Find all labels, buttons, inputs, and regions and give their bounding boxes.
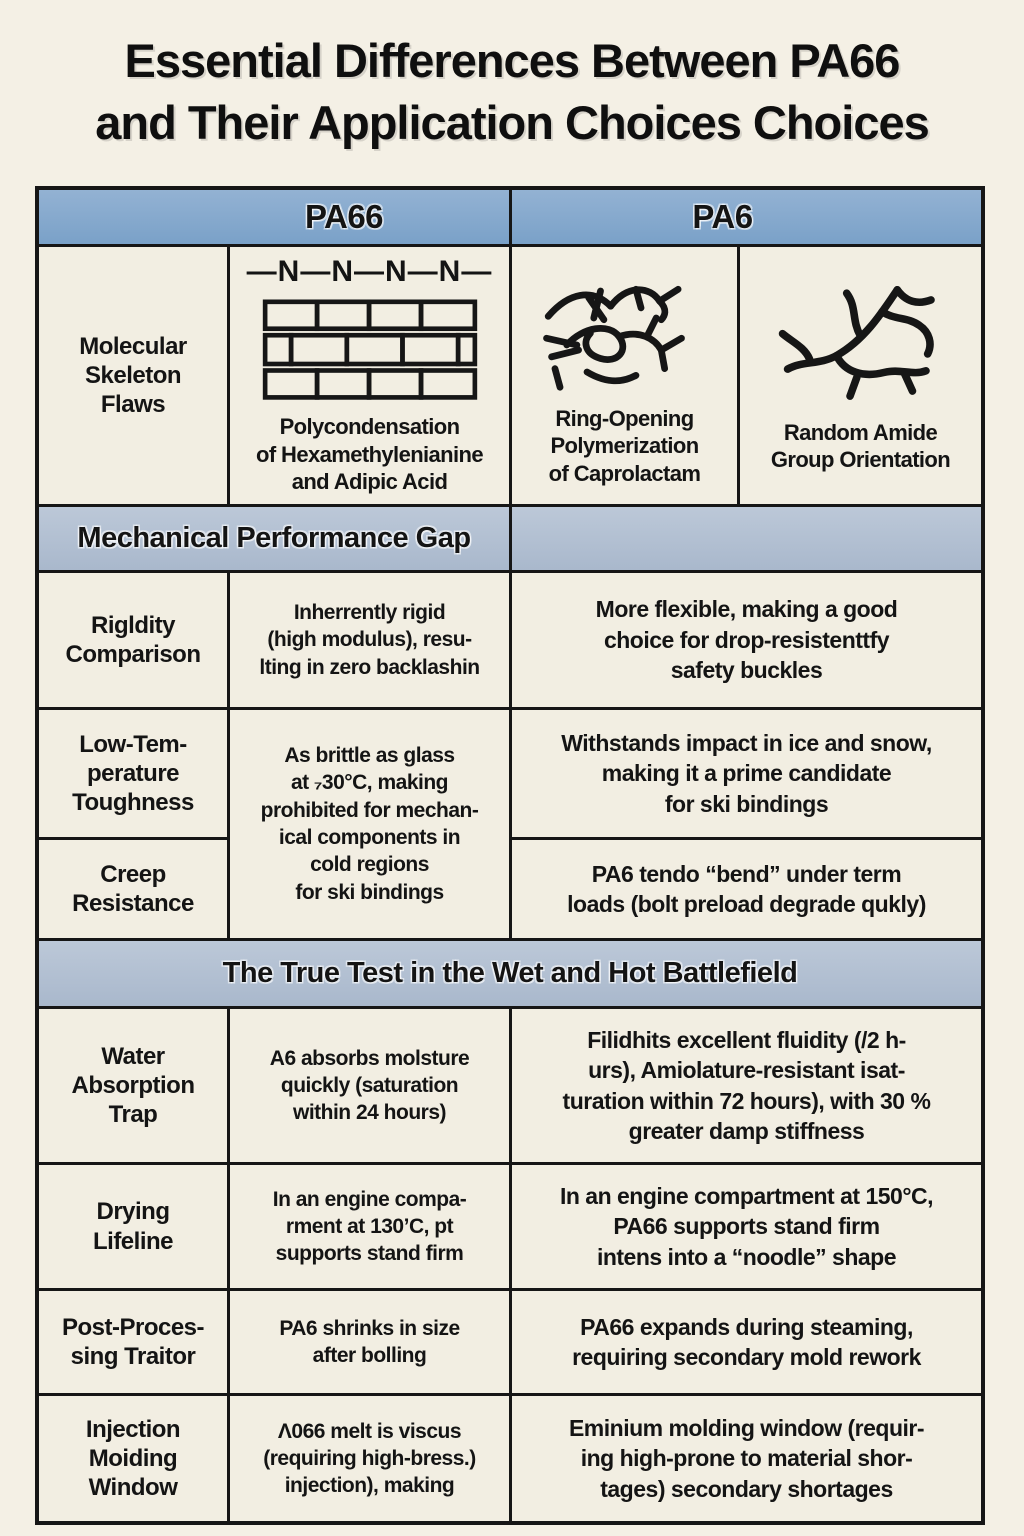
cell-creep-pa6: PA6 tendo “bend” under term loads (bolt … xyxy=(512,840,981,941)
cell-post-pa66: PA6 shrinks in size after bolling xyxy=(230,1291,512,1396)
row-label-rigidity: Rigldity Comparison xyxy=(39,573,230,710)
caption-polycondensation: Polycondensation of Hexamethylenianine a… xyxy=(255,414,484,495)
row-label-creep: Creep Resistance xyxy=(39,840,230,941)
comparison-table: PA66 PA6 Molecular Skeleton Flaws —N—N—N… xyxy=(35,186,985,1525)
cell-post-pa6: PA66 expands during steaming, requiring … xyxy=(512,1291,981,1396)
row-label-injection: Injection Moiding Window xyxy=(39,1396,230,1521)
subcell-ring-opening: Ring-Opening Polymerization of Caprolact… xyxy=(512,247,740,504)
page-title: Essential Differences Between PA66 and T… xyxy=(95,34,930,149)
crystal-brick-wall-diagram xyxy=(262,299,477,400)
cell-molecular-pa6: Ring-Opening Polymerization of Caprolact… xyxy=(512,247,981,507)
cell-drying-pa66: In an engine compa- rment at 130’C, pt s… xyxy=(230,1165,512,1291)
cell-rigidity-pa66: Inherrently rigid (high modulus), resu- … xyxy=(230,573,512,710)
row-label-water-absorption: Water Absorption Trap xyxy=(39,1009,230,1165)
caption-ring-opening: Ring-Opening Polymerization of Caprolact… xyxy=(548,405,701,486)
subcell-random-amide: Random Amide Group Orientation xyxy=(740,247,981,504)
cell-drying-pa6: In an engine compartment at 150°C, PA66 … xyxy=(512,1165,981,1291)
section-header-mechanical-empty xyxy=(512,507,981,573)
ring-opening-network-diagram xyxy=(542,285,685,391)
cell-rigidity-pa6: More flexible, making a good choice for … xyxy=(512,573,981,710)
cell-injection-pa66: Λ066 melt is viscus (requiring high-bres… xyxy=(230,1396,512,1521)
row-label-low-temperature: Low-Tem- perature Toughness xyxy=(39,710,230,840)
column-header-pa66: PA66 xyxy=(39,190,512,247)
random-branch-network-diagram xyxy=(778,285,935,400)
cell-lowtemp-creep-pa66: As brittle as glass at ₇30°C, making pro… xyxy=(230,710,512,941)
section-header-wet-hot: The True Test in the Wet and Hot Battlef… xyxy=(39,941,981,1009)
cell-injection-pa6: Eminium molding window (requir- ing high… xyxy=(568,1414,925,1502)
cell-water-pa66: A6 absorbs molsture quickly (saturation … xyxy=(230,1009,512,1165)
row-label-molecular-skeleton: Molecular Skeleton Flaws xyxy=(39,247,230,507)
row-label-post-processing: Post-Proces- sing Traitor xyxy=(39,1291,230,1396)
cell-water-pa6: Filidhits excellent fluidity (/2 h- urs)… xyxy=(512,1009,981,1165)
column-header-pa6: PA6 xyxy=(512,190,981,247)
amide-chain-diagram: —N—N—N—N— xyxy=(246,255,493,289)
cell-low-temperature-pa6: Withstands impact in ice and snow, makin… xyxy=(512,710,981,840)
cell-molecular-pa66: —N—N—N—N— Polycondensation of Hexamethyl… xyxy=(230,247,512,507)
caption-random-amide: Random Amide Group Orientation xyxy=(770,419,951,473)
row-label-drying: Drying Lifeline xyxy=(39,1165,230,1291)
section-header-mechanical: Mechanical Performance Gap xyxy=(39,507,512,573)
